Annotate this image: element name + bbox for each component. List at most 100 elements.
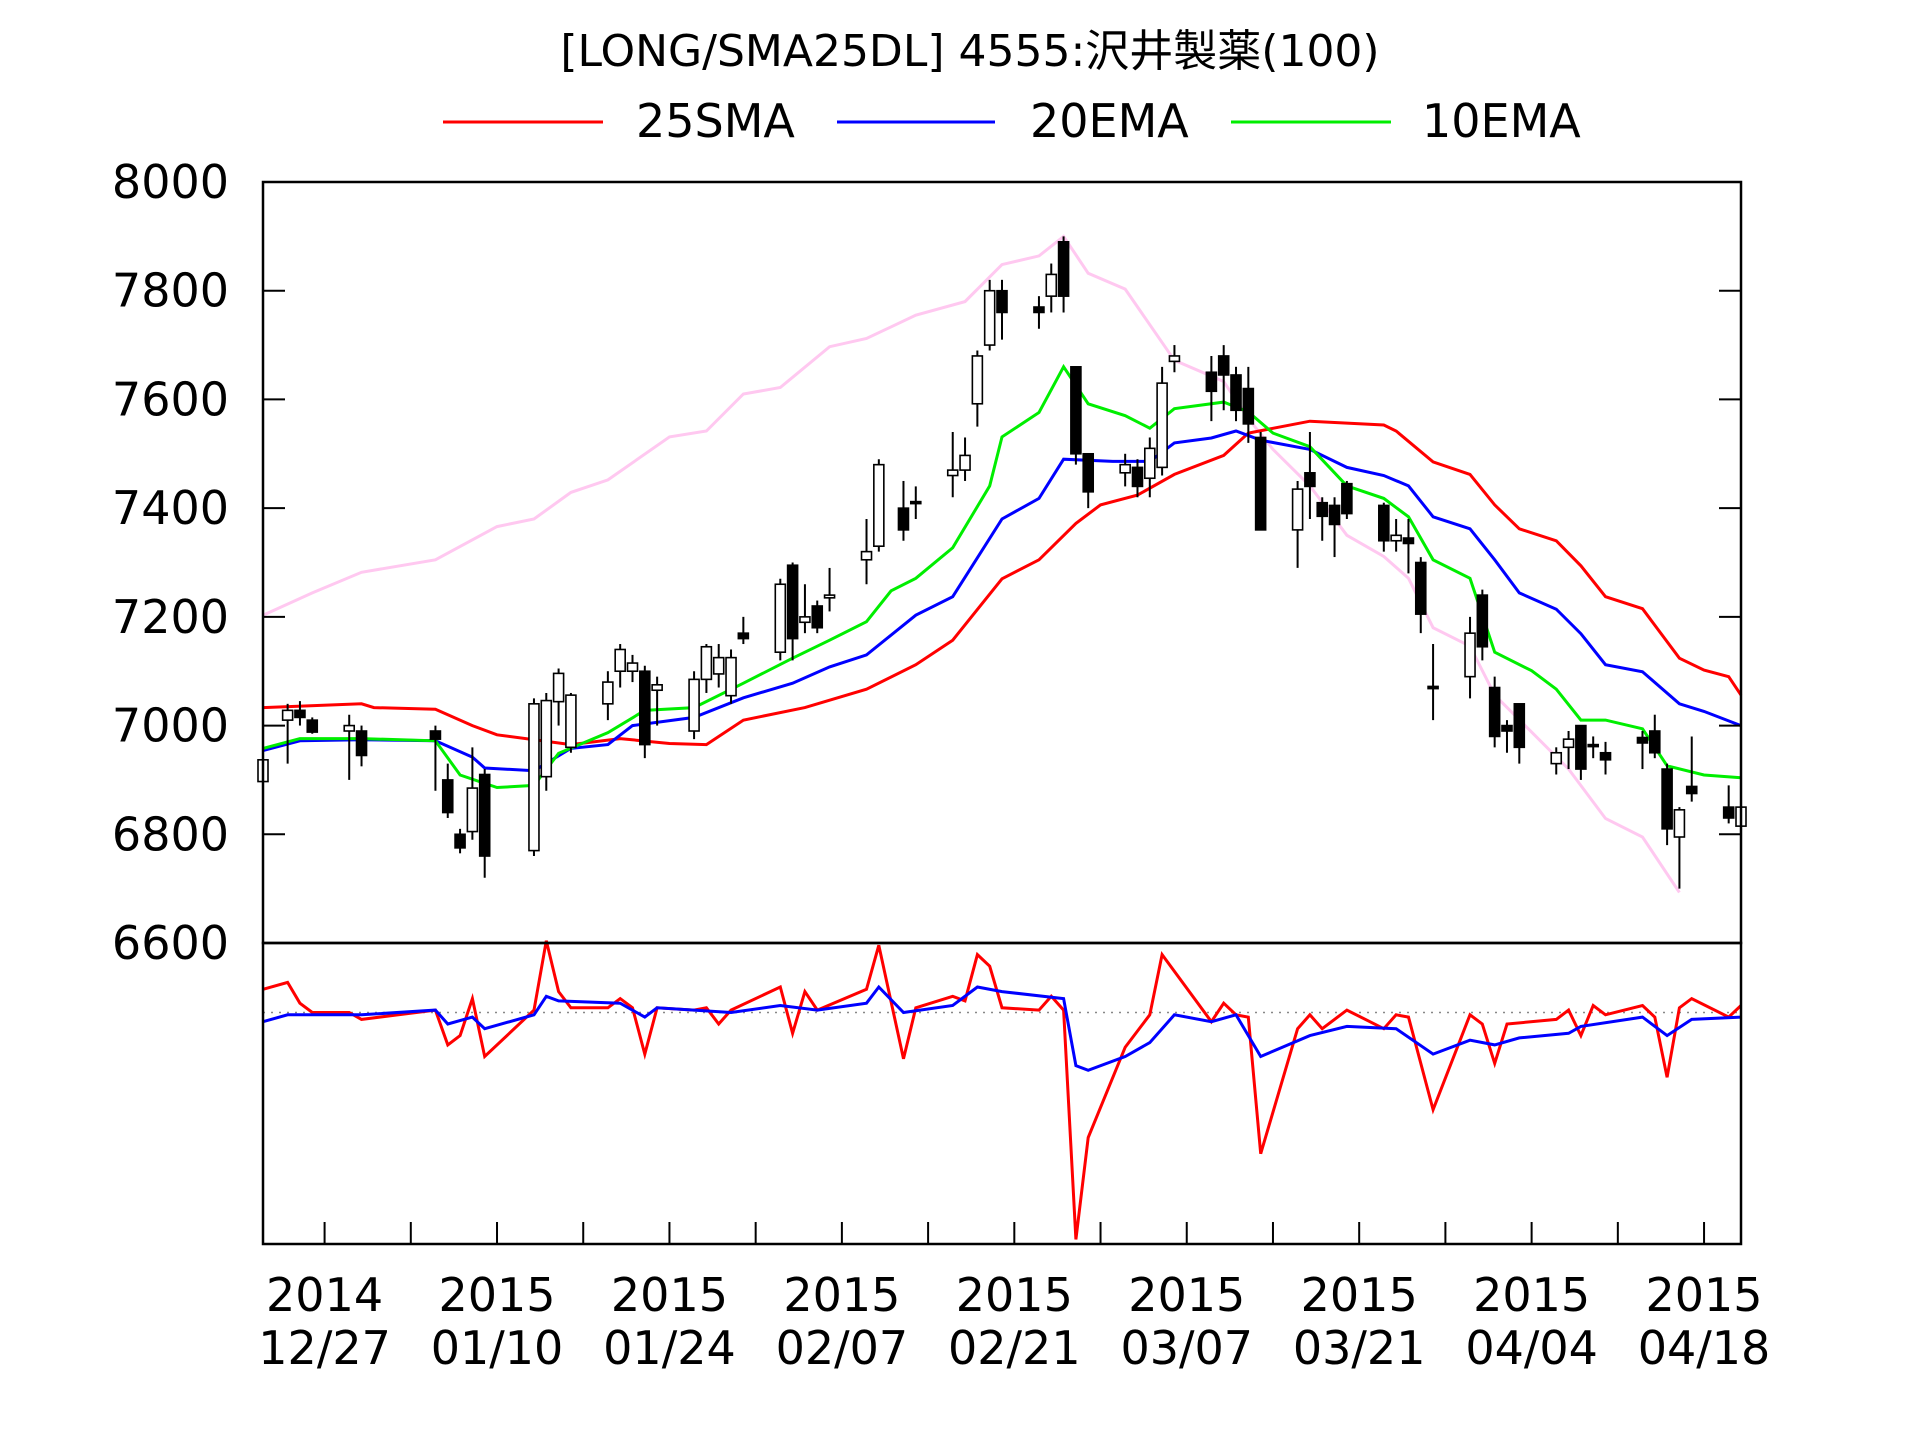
x-tick-label-year: 2015 (1646, 1268, 1763, 1322)
candle-body (1476, 594, 1489, 648)
legend-label-25sma: 25SMA (636, 94, 795, 148)
candle (614, 644, 626, 688)
candle-body (1291, 488, 1304, 531)
candle (823, 567, 836, 612)
candle (1217, 345, 1230, 411)
candle (1414, 557, 1427, 634)
candle-body (1575, 724, 1587, 770)
candle-body (1168, 355, 1181, 363)
x-tick-label-date: 03/21 (1293, 1321, 1426, 1375)
candle-body (897, 507, 910, 531)
candle (306, 717, 319, 734)
candle-body (1513, 703, 1526, 749)
x-tick-label-year: 2015 (1301, 1268, 1418, 1322)
candle (700, 644, 713, 693)
candle (1144, 437, 1156, 498)
candle (1722, 785, 1735, 824)
candle-body (552, 672, 565, 703)
candle (897, 480, 910, 541)
candle-body (996, 289, 1008, 314)
candle (799, 584, 811, 634)
candle-body (602, 681, 614, 705)
candle-body (873, 463, 885, 547)
x-tick-label-year: 2015 (956, 1268, 1073, 1322)
candle-body (712, 656, 725, 675)
candle-body (700, 645, 713, 681)
candle-body (1427, 685, 1439, 690)
candle (441, 763, 454, 818)
candle-body (281, 709, 294, 721)
candle-body (1488, 686, 1501, 738)
candle-body (1033, 306, 1045, 314)
candle-body (1144, 447, 1156, 480)
candle (1156, 366, 1168, 476)
candle-body (1070, 366, 1082, 455)
candle (1575, 724, 1587, 780)
oscillator-line-red (262, 940, 1743, 1240)
candle (1464, 616, 1476, 699)
candle (1316, 497, 1329, 541)
candle (602, 671, 614, 721)
candle (712, 644, 725, 688)
candle (454, 828, 466, 854)
candle (639, 665, 651, 759)
candle (281, 703, 294, 764)
candle (1304, 432, 1316, 520)
candle (1033, 296, 1045, 329)
candle-body (1045, 273, 1058, 297)
candle (1168, 345, 1181, 373)
x-tick-label-date: 02/21 (948, 1321, 1081, 1375)
candle (1070, 366, 1082, 465)
candle-body (737, 632, 750, 640)
candle (466, 747, 479, 840)
candle-body (1587, 743, 1599, 748)
candle-body (1057, 240, 1070, 297)
candle (294, 701, 306, 726)
candle-body (786, 564, 799, 640)
y-tick-label: 7400 (112, 481, 229, 535)
candle (774, 578, 787, 661)
candle-body (946, 469, 959, 477)
candle (983, 279, 996, 351)
candle-body (1414, 561, 1427, 615)
x-tick-label-date: 02/07 (776, 1321, 909, 1375)
x-tick-label-year: 2014 (266, 1268, 383, 1322)
candle (959, 437, 971, 481)
candle (873, 459, 885, 552)
candle (651, 676, 663, 726)
candle (1648, 714, 1661, 759)
candle (1045, 263, 1058, 313)
candle-body (651, 684, 663, 692)
candle (429, 725, 442, 791)
candle-body (1685, 785, 1698, 795)
y-tick-label: 8000 (112, 155, 229, 209)
candle-body (774, 583, 787, 653)
candle (565, 692, 577, 753)
y-tick-label: 7800 (112, 264, 229, 318)
candle (1341, 480, 1353, 520)
candle (355, 725, 368, 767)
candle (1636, 731, 1649, 770)
candle (1390, 519, 1402, 552)
oscillator-panel (262, 940, 1743, 1240)
candle (737, 616, 750, 645)
candle-body (429, 730, 442, 740)
candle (1254, 432, 1267, 531)
candle-body (565, 694, 577, 749)
candle (786, 562, 799, 661)
candle (1501, 720, 1513, 753)
candle-body (1661, 768, 1673, 830)
y-tick-label: 7000 (112, 699, 229, 753)
candle-body (1205, 371, 1218, 393)
candle-body (909, 500, 922, 505)
x-tick-label-date: 04/04 (1465, 1321, 1598, 1375)
candle-body (971, 355, 984, 405)
candle-body (1304, 472, 1316, 488)
candle-body (614, 648, 626, 673)
candle (1587, 736, 1599, 759)
candle-body (1390, 534, 1402, 542)
candle-body (306, 719, 319, 733)
candle-body (983, 289, 996, 346)
candle-body (528, 703, 540, 852)
candle-body (1636, 736, 1649, 744)
